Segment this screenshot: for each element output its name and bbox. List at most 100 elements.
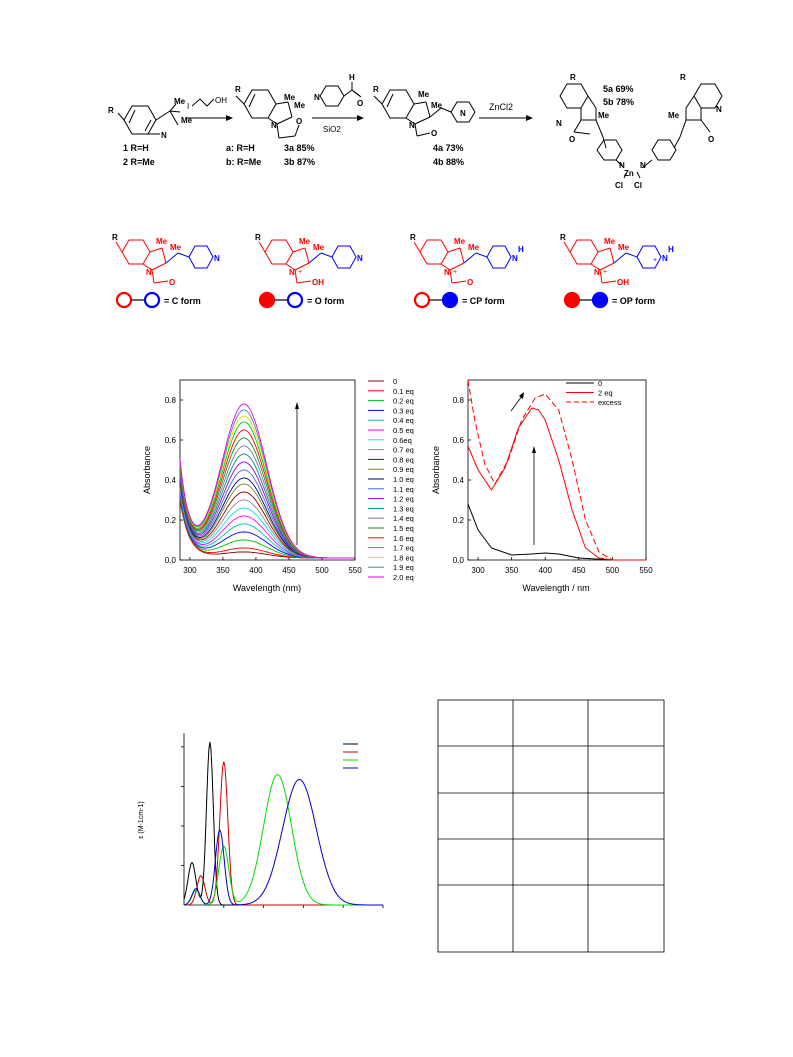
form-0-bond-c bbox=[142, 263, 153, 271]
chart1-legend-label: 0.2 eq bbox=[393, 397, 414, 406]
compound-1-2-structure bbox=[117, 103, 181, 135]
chart1-xtick-label: 500 bbox=[315, 566, 329, 575]
compound-5-cl-right: Cl bbox=[634, 181, 642, 190]
form-3-vinyl bbox=[613, 252, 627, 264]
form-1-bond-e bbox=[294, 269, 298, 284]
chart1-series-line bbox=[179, 429, 355, 559]
form-3-pyr-n: N bbox=[662, 254, 668, 263]
form-0-right-ring bbox=[143, 291, 161, 309]
form-0-bond-d bbox=[151, 262, 167, 271]
form-0-bond-a bbox=[149, 247, 163, 253]
chart1-legend-label: 1.3 eq bbox=[393, 504, 414, 513]
compound-1-label: 1 R=H bbox=[123, 143, 149, 153]
chart1-xlabel: Wavelength (nm) bbox=[233, 583, 301, 593]
chart2-series-line bbox=[467, 379, 646, 561]
compound-3-me-b: Me bbox=[294, 101, 306, 110]
chart1-ytick-label: 0.6 bbox=[165, 436, 177, 445]
form-1-structure bbox=[258, 239, 312, 284]
form-1-bond-d bbox=[294, 262, 310, 271]
chart2-xtick-label: 350 bbox=[505, 566, 519, 575]
form-2-structure bbox=[413, 239, 467, 284]
form-1-n: N bbox=[289, 268, 295, 277]
chart2-plot-frame bbox=[467, 379, 647, 561]
compound-4b-yield: 4b 88% bbox=[433, 157, 464, 167]
step1-reagent-i: I bbox=[187, 102, 189, 111]
compound-3b-yield: 3b 87% bbox=[284, 157, 315, 167]
chart2-xtick-label: 300 bbox=[471, 566, 485, 575]
form-2-bond-e bbox=[449, 269, 453, 284]
form-2-me-a: Me bbox=[454, 237, 466, 246]
chart1-series-line bbox=[179, 403, 355, 559]
chart1-xtick-label: 300 bbox=[183, 566, 197, 575]
form-1-pyr-n: N bbox=[357, 254, 363, 263]
form-1-right-ring bbox=[286, 291, 304, 309]
form-1-oh: OH bbox=[312, 278, 324, 287]
form-3-bond-a bbox=[597, 247, 611, 253]
form-3-oh: OH bbox=[617, 278, 629, 287]
form-3-me-b: Me bbox=[618, 243, 630, 252]
form-0-benzene bbox=[121, 239, 151, 265]
compound-4a-yield: 4a 73% bbox=[433, 143, 464, 153]
form-0-label: = C form bbox=[164, 296, 201, 306]
form-2-h: H bbox=[518, 245, 524, 254]
compound-5b-yield: 5b 78% bbox=[603, 97, 634, 107]
chart1-legend-label: 0.4 eq bbox=[393, 416, 414, 425]
chart1-legend-label: 1.8 eq bbox=[393, 553, 414, 562]
form-3-left-ring bbox=[563, 291, 581, 309]
form-2-benzene bbox=[419, 239, 449, 265]
chart2-xlabel: Wavelength / nm bbox=[522, 583, 589, 593]
chart1-legend-label: 0.8 eq bbox=[393, 455, 414, 464]
chart1-legend-label: 0.1 eq bbox=[393, 387, 414, 396]
step2-arrowhead bbox=[357, 115, 364, 121]
chart1-legend-label: 0.3 eq bbox=[393, 406, 414, 415]
form-3-structure bbox=[563, 239, 617, 284]
chart1-legend-label: 0.9 eq bbox=[393, 465, 414, 474]
form-2-right-ring bbox=[441, 291, 459, 309]
form-0-pyridine bbox=[165, 245, 214, 269]
form-0-me-b: Me bbox=[170, 243, 182, 252]
chart2-ytick-label: 0.4 bbox=[453, 476, 465, 485]
form-3-right-ring bbox=[591, 291, 609, 309]
form-1-bond-a bbox=[292, 247, 306, 253]
form-3-me-a: Me bbox=[604, 237, 616, 246]
chart1-legend-label: 0.5 eq bbox=[393, 426, 414, 435]
form-1-r: R bbox=[255, 233, 261, 242]
step3-reagent: ZnCl2 bbox=[489, 102, 513, 112]
form-2-r: R bbox=[410, 233, 416, 242]
data-table bbox=[437, 699, 665, 953]
form-1-me-a: Me bbox=[299, 237, 311, 246]
chart2-ytick-label: 0.2 bbox=[453, 516, 465, 525]
compound-4-pyridine-n: N bbox=[460, 109, 466, 118]
compound-5a-yield: 5a 69% bbox=[603, 84, 634, 94]
chart1-xtick-label: 400 bbox=[249, 566, 263, 575]
chart1-legend-label: 2.0 eq bbox=[393, 573, 414, 582]
chart2-legend-label: 2 eq bbox=[598, 389, 613, 398]
form-0-pyridine-ring bbox=[188, 245, 214, 269]
step2-aldehyde-o: O bbox=[357, 99, 363, 108]
compound-5-me-left: Me bbox=[598, 111, 610, 120]
compound-4-n: N bbox=[409, 121, 415, 130]
compound-5-o-left: O bbox=[569, 135, 575, 144]
step1-arrowhead bbox=[226, 115, 233, 121]
chart1-legend-label: 1.9 eq bbox=[393, 563, 414, 572]
chart1-ytick-label: 0.0 bbox=[165, 556, 177, 565]
form-2-bond-d bbox=[449, 262, 465, 271]
form-0-bond-r bbox=[115, 241, 123, 253]
form-2-vinyl bbox=[463, 252, 477, 264]
form-1-vinyl-2 bbox=[320, 252, 333, 258]
compound-5-pyr-n-left: N bbox=[619, 161, 625, 170]
step1-reagent-chain bbox=[191, 98, 215, 107]
form-1-me-b: Me bbox=[313, 243, 325, 252]
compound-4-r: R bbox=[373, 85, 379, 94]
chart1-xtick-label: 350 bbox=[216, 566, 230, 575]
compound-3a-yield: 3a 85% bbox=[284, 143, 315, 153]
chart2-legend-label: excess bbox=[598, 398, 622, 407]
form-0-structure bbox=[115, 239, 169, 284]
chart2-series-line bbox=[467, 503, 646, 561]
form-1-label: = O form bbox=[307, 296, 344, 306]
form-2-bond-r bbox=[413, 241, 421, 253]
chart1-ytick-label: 0.4 bbox=[165, 476, 177, 485]
compound-2-label: 2 R=Me bbox=[123, 157, 155, 167]
form-2-o: O bbox=[467, 278, 473, 287]
